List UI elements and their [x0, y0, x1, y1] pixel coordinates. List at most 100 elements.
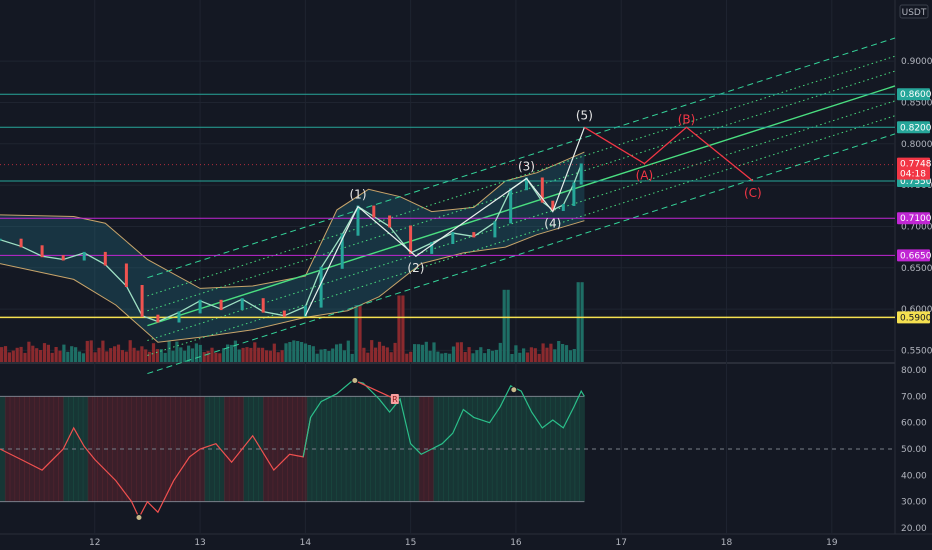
channel-line: [147, 133, 896, 375]
bollinger-fill: [0, 152, 585, 343]
volume-bar: [475, 350, 479, 362]
price-point: [472, 232, 476, 238]
currency-badge: [899, 4, 929, 19]
indicator-band-fill: [131, 396, 137, 502]
volume-bar: [377, 341, 382, 362]
volume-bar: [479, 347, 483, 362]
indicator-tick-label: 40.00: [901, 471, 927, 481]
price-point: [579, 163, 583, 185]
indicator-band-fill: [68, 396, 74, 502]
volume-bar: [514, 345, 518, 362]
indicator-band-fill: [569, 396, 576, 502]
price-point: [525, 177, 528, 191]
price-point: [409, 225, 413, 254]
volume-bar: [557, 341, 561, 362]
time-tick-label: 14: [300, 538, 312, 548]
volume-bar: [241, 347, 245, 362]
volume-bar: [354, 305, 358, 362]
volume-bar: [155, 349, 159, 362]
volume-bar: [483, 353, 487, 362]
indicator-band-fill: [228, 396, 235, 502]
volume-bar: [487, 349, 491, 362]
volume-bar: [23, 352, 27, 362]
volume-bar: [319, 349, 323, 362]
volume-bar: [132, 347, 136, 362]
indicator-band-fill: [92, 396, 98, 502]
level-badge-label: 0.7550: [900, 177, 932, 187]
elliott-waves: (1) (2) (3) (4) (5) (A) (B) (C): [304, 108, 762, 316]
volume-bar: [74, 347, 78, 362]
indicator-band-fill: [121, 396, 128, 502]
level-badge-label: 0.8600: [900, 90, 932, 100]
volume-bar: [370, 340, 374, 362]
volume-bar: [62, 344, 66, 362]
volume-bar: [167, 341, 171, 362]
volume-bar: [381, 345, 385, 362]
impulse-wave-path: [304, 127, 585, 316]
price-point: [319, 266, 323, 308]
volume-bar: [311, 346, 315, 362]
volume-bar: [296, 341, 300, 362]
indicator-band-fill: [530, 396, 537, 502]
indicator-band-fill: [491, 396, 498, 502]
volume-bar: [276, 352, 280, 362]
corrective-wave-label: (A): [636, 169, 654, 183]
volume-bar: [210, 347, 214, 362]
indicator-band-fill: [482, 396, 488, 502]
indicator-band-fill: [19, 396, 25, 502]
price-point: [124, 263, 128, 287]
volume-bar: [128, 340, 132, 362]
volume-bar: [580, 282, 584, 362]
price-point: [103, 251, 107, 266]
level-badge-label: 0.7100: [900, 214, 932, 224]
volume-bar: [529, 347, 533, 362]
volume-bar: [455, 342, 459, 362]
channel-line: [147, 115, 896, 356]
volume-bar: [233, 340, 237, 362]
indicator-band-fill: [555, 396, 561, 502]
price-point: [0, 238, 2, 241]
indicator-tick-label: 50.00: [901, 445, 927, 455]
volume-bar: [261, 347, 265, 362]
indicator-band-fill: [180, 396, 186, 502]
indicator-band-fill: [564, 396, 571, 502]
volume-bar: [432, 342, 436, 362]
volume-bar: [81, 353, 85, 362]
indicator-band-fill: [4, 396, 11, 502]
indicator-tick-label: 70.00: [901, 392, 927, 402]
level-badge: [897, 88, 930, 101]
indicator-band-fill: [355, 396, 361, 502]
indicator-band-fill: [365, 396, 371, 502]
indicator-marker: [510, 386, 518, 394]
volume-bar: [490, 350, 495, 362]
volume-bar: [124, 351, 128, 362]
current-price-badge: [897, 157, 930, 180]
volume-bar: [93, 352, 97, 362]
volume-bar: [77, 351, 82, 362]
price-tick-label: 0.7000: [901, 222, 932, 232]
volume-bar: [444, 352, 448, 362]
bollinger-bands: [0, 151, 585, 343]
price-point: [19, 238, 23, 248]
volume-bar: [350, 353, 354, 362]
volume-bar: [140, 346, 144, 362]
volume-bar: [463, 352, 467, 362]
volume-bar: [389, 352, 393, 362]
volume-bar: [327, 351, 331, 362]
volume-bar: [385, 347, 389, 362]
volume-bar: [288, 342, 292, 362]
price-point: [303, 305, 307, 317]
volume-bar: [89, 340, 93, 362]
indicator-band-fill: [316, 396, 322, 502]
indicator-band-fill: [204, 396, 210, 502]
indicator-band-fill: [34, 396, 40, 502]
volume-bar: [222, 348, 226, 362]
indicator-band-fill: [209, 396, 215, 502]
bollinger-upper: [0, 151, 585, 289]
price-point: [219, 299, 223, 311]
impulse-wave-label: (4): [544, 217, 561, 231]
indicator-band-fill: [345, 396, 352, 502]
volume-bar: [202, 352, 206, 362]
volume-bar: [226, 344, 230, 362]
indicator-band-fill: [394, 396, 400, 502]
